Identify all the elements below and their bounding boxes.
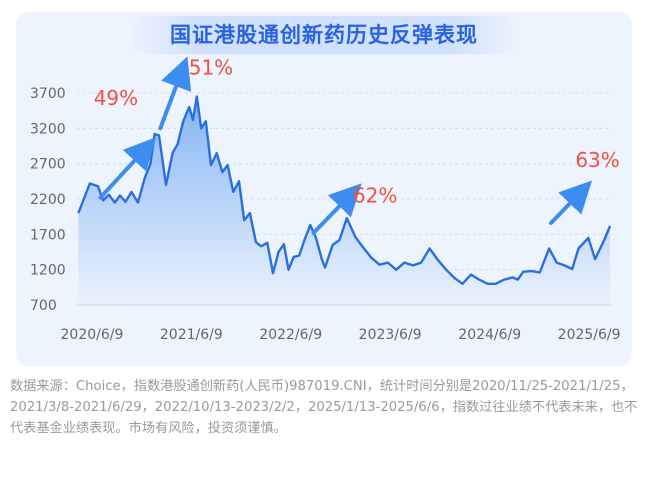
x-tick-label: 2022/6/9 bbox=[259, 327, 322, 343]
y-tick-label: 1700 bbox=[30, 227, 66, 243]
y-tick-label: 2700 bbox=[30, 157, 66, 173]
y-tick-label: 3200 bbox=[30, 121, 66, 137]
rebound-label: 51% bbox=[189, 56, 233, 80]
series-line bbox=[77, 95, 612, 285]
x-tick-label: 2025/6/9 bbox=[558, 327, 621, 343]
rebound-arrow bbox=[549, 180, 593, 226]
title-banner bbox=[128, 16, 520, 54]
series-area bbox=[78, 96, 611, 305]
rebound-label: 63% bbox=[575, 148, 619, 172]
y-tick-label: 1200 bbox=[30, 263, 66, 279]
rebound-arrow bbox=[98, 137, 157, 200]
y-tick-label: 3700 bbox=[30, 86, 66, 102]
y-tick-label: 700 bbox=[30, 298, 57, 314]
rebound-arrow bbox=[158, 56, 192, 131]
chart-card bbox=[16, 12, 632, 366]
chart-title: 国证港股通创新药历史反弹表现 bbox=[170, 23, 478, 47]
y-tick-label: 2200 bbox=[30, 192, 66, 208]
rebound-label: 49% bbox=[94, 86, 138, 110]
footnote: 数据来源：Choice，指数港股通创新药(人民币)987019.CNI，统计时间… bbox=[10, 379, 638, 436]
x-tick-label: 2021/6/9 bbox=[160, 327, 223, 343]
rebound-arrow bbox=[311, 183, 362, 235]
x-tick-label: 2020/6/9 bbox=[61, 327, 124, 343]
x-tick-label: 2024/6/9 bbox=[458, 327, 521, 343]
x-tick-label: 2023/6/9 bbox=[359, 327, 422, 343]
rebound-label: 62% bbox=[353, 184, 397, 208]
